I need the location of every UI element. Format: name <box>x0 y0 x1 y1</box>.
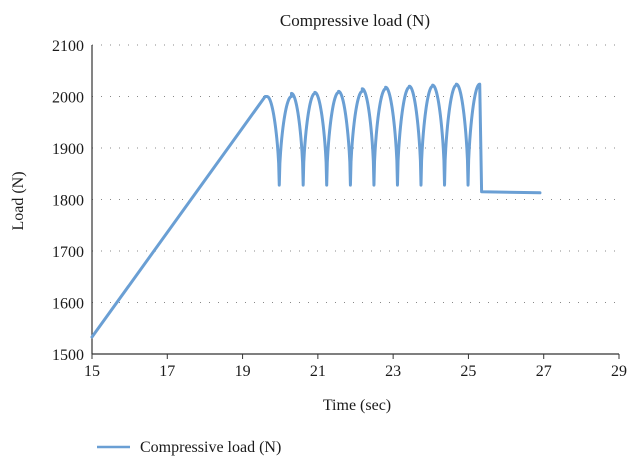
y-axis-label: Load (N) <box>10 171 27 230</box>
x-tick-label-23: 23 <box>385 363 401 380</box>
x-tick-label-15: 15 <box>84 363 100 380</box>
y-tick-label-1800: 1800 <box>52 193 84 210</box>
x-tick-label-21: 21 <box>310 363 326 380</box>
y-tick-label-2000: 2000 <box>52 90 84 107</box>
y-tick-label-1900: 1900 <box>52 141 84 158</box>
x-tick-label-27: 27 <box>536 363 552 380</box>
x-tick-label-19: 19 <box>235 363 251 380</box>
chart-title: Compressive load (N) <box>280 11 430 30</box>
grid <box>92 44 619 303</box>
x-tick-label-25: 25 <box>460 363 476 380</box>
y-tick-label-1700: 1700 <box>52 244 84 261</box>
y-tick-label-2100: 2100 <box>52 38 84 55</box>
y-tick-labels: 1500 1600 1700 1800 1900 2000 2100 <box>52 38 84 364</box>
axes <box>91 45 619 355</box>
y-tick-label-1600: 1600 <box>52 296 84 313</box>
x-tick-labels: 15 17 19 21 23 25 27 29 <box>84 354 627 380</box>
x-tick-label-17: 17 <box>159 363 175 380</box>
y-tick-label-1500: 1500 <box>52 347 84 364</box>
x-axis-label: Time (sec) <box>323 397 391 414</box>
series-line-compressive-load <box>90 82 542 339</box>
x-tick-label-29: 29 <box>611 363 627 380</box>
legend-entry: Compressive load (N) <box>140 439 281 456</box>
